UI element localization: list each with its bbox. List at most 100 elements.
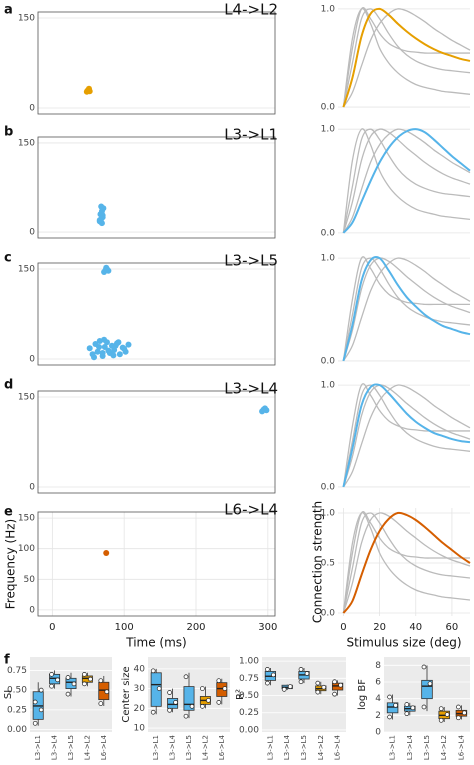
y-tick-label: 0.0 bbox=[321, 103, 336, 113]
point bbox=[421, 664, 427, 670]
x-tick-label: 20 bbox=[373, 622, 386, 633]
point bbox=[98, 678, 104, 684]
plot-frame bbox=[37, 11, 276, 115]
y-tick-label: 0 bbox=[29, 104, 35, 114]
curve bbox=[342, 7, 470, 108]
point bbox=[103, 549, 110, 556]
y-tick-label: 1.0 bbox=[321, 381, 336, 391]
y-tick-label: 0.75 bbox=[7, 666, 27, 676]
curve bbox=[342, 384, 471, 488]
point bbox=[462, 710, 467, 716]
point bbox=[99, 212, 106, 219]
point bbox=[404, 711, 410, 717]
curve bbox=[342, 256, 471, 362]
point bbox=[438, 706, 444, 712]
point bbox=[206, 698, 211, 703]
point bbox=[71, 681, 77, 687]
x-tick-label: L4->L2 bbox=[201, 735, 209, 760]
curve bbox=[342, 128, 471, 234]
point bbox=[304, 671, 310, 676]
y-tick-label: 40 bbox=[134, 664, 146, 674]
point bbox=[38, 707, 44, 713]
point bbox=[55, 677, 60, 683]
y-tick-label: 150 bbox=[18, 514, 35, 524]
point bbox=[65, 675, 71, 680]
y-tick-label: 0 bbox=[29, 355, 35, 365]
point bbox=[222, 686, 228, 691]
point bbox=[421, 704, 427, 710]
plot-frame bbox=[37, 511, 276, 617]
point bbox=[32, 699, 38, 705]
point bbox=[116, 351, 123, 358]
point bbox=[387, 694, 392, 700]
point bbox=[438, 717, 444, 723]
y-tick-label: 2 bbox=[375, 711, 381, 721]
point bbox=[321, 684, 327, 690]
x-tick-label: L4->L2 bbox=[440, 735, 448, 760]
x-tick-label: 100 bbox=[115, 622, 134, 633]
curve bbox=[342, 384, 471, 488]
point bbox=[456, 715, 461, 721]
point bbox=[150, 668, 156, 674]
point bbox=[287, 684, 293, 689]
panel-label: f bbox=[4, 653, 10, 668]
curve bbox=[342, 8, 471, 108]
point bbox=[298, 679, 304, 685]
x-tick-label: L3->L5 bbox=[67, 735, 75, 760]
y-tick-label: 0.0 bbox=[321, 609, 336, 619]
curve bbox=[342, 383, 470, 488]
curve bbox=[342, 511, 471, 614]
x-tick-label: 300 bbox=[258, 622, 277, 633]
y-tick-label: 0 bbox=[29, 605, 35, 615]
y-tick-label: 150 bbox=[18, 393, 35, 403]
point bbox=[82, 672, 87, 677]
x-tick-label: 200 bbox=[186, 622, 205, 633]
x-tick-label: L3->L5 bbox=[300, 735, 308, 760]
y-axis-label: Frequency (Hz) bbox=[4, 519, 18, 610]
point bbox=[265, 680, 270, 686]
y-tick-label: 0.5 bbox=[321, 559, 335, 569]
y-tick-label: 50 bbox=[24, 575, 36, 585]
point bbox=[387, 714, 392, 720]
curve bbox=[342, 384, 471, 488]
x-tick-label: L3->L1 bbox=[266, 735, 274, 760]
y-tick-label: 0.50 bbox=[7, 686, 27, 696]
point bbox=[86, 345, 93, 352]
curve bbox=[342, 7, 471, 108]
y-tick-label: 10 bbox=[134, 724, 146, 734]
y-tick-label: 0.25 bbox=[239, 708, 259, 718]
point bbox=[332, 679, 337, 685]
point bbox=[315, 689, 321, 695]
y-tick-label: 0.0 bbox=[321, 228, 336, 238]
point bbox=[110, 352, 117, 359]
y-tick-label: 1.0 bbox=[321, 509, 336, 519]
y-tick-label: 20 bbox=[134, 704, 146, 714]
point bbox=[32, 720, 38, 726]
point bbox=[183, 713, 189, 719]
y-tick-label: 0.00 bbox=[239, 725, 259, 735]
y-tick-label: 150 bbox=[18, 265, 35, 275]
y-axis-label: R² bbox=[235, 689, 246, 700]
panel-title: L3->L1 bbox=[224, 126, 278, 144]
curve bbox=[342, 512, 471, 614]
x-tick-label: L3->L5 bbox=[423, 735, 431, 760]
point bbox=[281, 686, 287, 692]
x-tick-label: L6->L4 bbox=[100, 734, 108, 760]
point bbox=[183, 674, 189, 680]
point bbox=[105, 347, 112, 354]
x-tick-label: L3->L4 bbox=[169, 734, 177, 760]
point bbox=[298, 667, 304, 672]
box bbox=[183, 686, 195, 711]
point bbox=[125, 341, 132, 348]
box bbox=[386, 702, 399, 714]
y-tick-label: 0.0 bbox=[321, 356, 336, 366]
point bbox=[94, 348, 101, 355]
point bbox=[200, 686, 205, 691]
point bbox=[99, 350, 106, 356]
y-tick-label: 30 bbox=[134, 684, 146, 694]
panel-title: L6->L4 bbox=[224, 501, 278, 519]
point bbox=[82, 681, 87, 687]
x-tick-label: 40 bbox=[409, 622, 422, 633]
y-tick-label: 0.00 bbox=[7, 725, 27, 735]
